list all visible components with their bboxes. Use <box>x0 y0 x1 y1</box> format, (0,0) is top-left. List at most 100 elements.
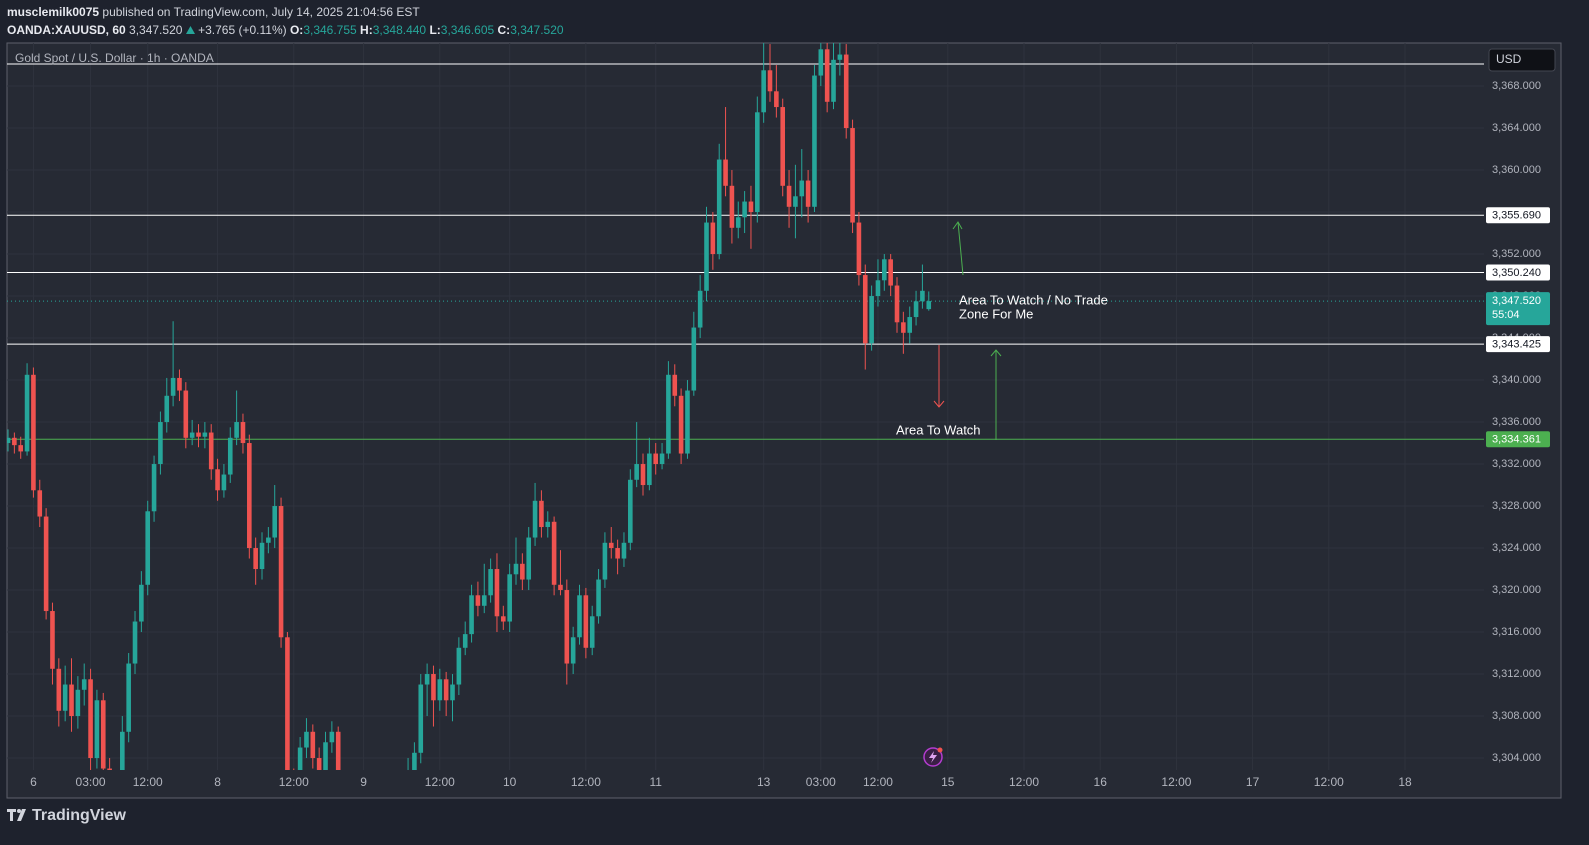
currency-box[interactable] <box>1488 48 1556 72</box>
x-tick-label: 12:00 <box>1161 775 1191 789</box>
x-tick-label: 11 <box>649 775 662 789</box>
x-tick-label: 12:00 <box>1314 775 1344 789</box>
candle-body <box>450 684 455 701</box>
candle-body <box>329 731 335 743</box>
x-tick-label: 10 <box>503 775 517 789</box>
x-tick-label: 12:00 <box>571 775 601 789</box>
candle-body <box>145 511 151 585</box>
candle-body <box>913 301 919 318</box>
candle-body <box>196 432 201 437</box>
candle-body <box>678 395 684 454</box>
axes: 3,304.000 3,308.000 3,312.000 3,316.000 3,32… <box>30 80 1550 789</box>
price-label-box <box>1486 264 1550 281</box>
y-tick-label: 3,368.000 <box>1492 80 1541 92</box>
candle-body <box>755 112 760 213</box>
candle-body <box>437 679 443 701</box>
candle-body <box>558 584 563 591</box>
y-tick-label: 3,364.000 <box>1492 122 1541 134</box>
price-label: 3,355.690 <box>1492 210 1541 222</box>
candle-body <box>494 569 500 617</box>
candle-body <box>316 758 322 770</box>
candle-body <box>349 800 354 810</box>
candle-body <box>177 377 182 391</box>
candle-body <box>526 537 532 580</box>
candle-body <box>640 464 646 486</box>
candle-body <box>50 611 55 669</box>
price-label-box <box>1486 336 1550 353</box>
legend-title: Gold Spot / U.S. Dollar · 1h · OANDA <box>15 51 214 65</box>
candle-body <box>132 621 138 664</box>
candle-body <box>888 259 893 286</box>
candle-body <box>215 469 220 491</box>
candle-body <box>875 280 881 297</box>
candle-body <box>462 634 468 648</box>
candle-body <box>710 222 716 255</box>
candle-body <box>799 180 805 197</box>
candle-body <box>501 616 506 622</box>
candle-body <box>697 290 703 328</box>
low: 3,346.605 <box>440 23 495 37</box>
candle-body <box>310 731 316 759</box>
candle-body <box>774 91 779 108</box>
header: musclemilk0075 published on TradingView.… <box>7 3 564 39</box>
candle-body <box>31 374 36 491</box>
candle-body <box>475 595 481 606</box>
alert-bolt[interactable] <box>929 751 937 763</box>
x-tick-label: 03:00 <box>806 775 836 789</box>
arrow <box>957 221 964 276</box>
price-label: 3,334.361 <box>1492 434 1541 446</box>
candle-body <box>532 500 538 538</box>
candle-body <box>780 107 786 186</box>
x-tick-label: 6 <box>30 775 37 789</box>
candle-body <box>723 159 728 186</box>
arrow-head <box>952 221 963 230</box>
currency[interactable]: USD <box>1496 52 1522 66</box>
candle-body <box>253 548 258 570</box>
candle-body <box>685 390 690 454</box>
alert-icon[interactable] <box>923 747 943 767</box>
countdown: 55:04 <box>1492 309 1520 321</box>
candle-body <box>704 222 709 291</box>
candle-body <box>393 795 398 821</box>
candle-body <box>266 537 271 543</box>
candle-body <box>94 700 100 759</box>
change: +3.765 (+0.11%) <box>198 23 287 37</box>
y-tick-label: 3,320.000 <box>1492 584 1541 596</box>
last-price-box <box>1486 292 1550 326</box>
candle-body <box>831 59 836 102</box>
x-tick-label: 18 <box>1398 775 1412 789</box>
candle-body <box>234 422 239 438</box>
candle-body <box>539 500 544 528</box>
candle-body <box>608 542 614 549</box>
candle-body <box>189 432 195 438</box>
brand: TradingView <box>32 807 127 824</box>
candle-body <box>7 437 11 444</box>
candle-body <box>139 584 144 622</box>
candle-body <box>672 374 678 396</box>
y-tick-label: 3,360.000 <box>1492 164 1541 176</box>
candle-body <box>158 422 163 465</box>
candle-body <box>901 322 906 333</box>
candle-body <box>323 742 328 770</box>
candle-body <box>926 301 932 310</box>
candle-body <box>767 70 773 92</box>
high: 3,348.440 <box>372 23 427 37</box>
candle-body <box>374 816 379 826</box>
candle-body <box>602 542 608 580</box>
candle-body <box>570 637 576 664</box>
x-tick-label: 12:00 <box>425 775 455 789</box>
y-tick-label: 3,324.000 <box>1492 542 1541 554</box>
candle-body <box>564 590 570 664</box>
candles <box>7 43 932 826</box>
candle-body <box>431 674 436 701</box>
candle-body <box>170 377 176 396</box>
candle-body <box>818 49 824 76</box>
candle-body <box>862 275 868 344</box>
symbol: OANDA:XAUUSD, 60 <box>7 23 126 37</box>
candle-body <box>850 128 855 223</box>
candle-body <box>869 296 874 344</box>
y-tick-label: 3,332.000 <box>1492 458 1541 470</box>
last-price-label: 3,347.520 <box>1492 295 1541 307</box>
candle-body <box>424 674 430 685</box>
